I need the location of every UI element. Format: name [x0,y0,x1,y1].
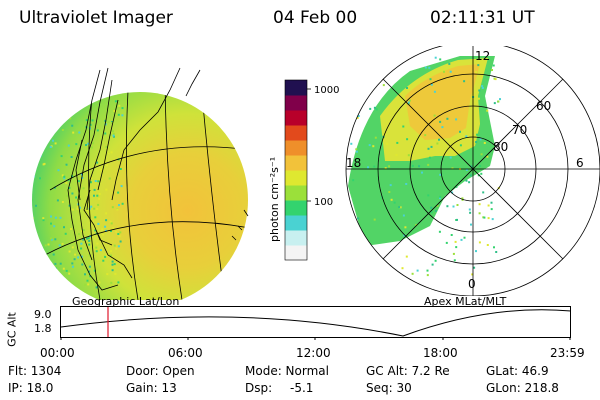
mlat-label-80: 80 [493,140,508,154]
colorbar-tick-label-100: 100 [314,197,333,208]
colorbar-tick-label-1000: 1000 [314,85,339,96]
colorbar-band [285,95,307,111]
mlt-label-12: 12 [475,49,490,63]
status-glat: GLat: 46.9 [486,364,549,378]
app-title: Ultraviolet Imager [19,8,173,28]
time-tick-1800: 18:00 [423,346,458,360]
left-map-caption: Geographic Lat/Lon [72,295,180,308]
colorbar-band [285,215,307,231]
status-seq: Seq: 30 [366,381,412,395]
colorbar-band [285,155,307,171]
time-tick-0000: 00:00 [40,346,75,360]
coast-fragments [231,209,249,241]
mlat-label-60: 60 [536,99,551,113]
status-flt: Flt: 1304 [8,364,62,378]
timeline-frame [60,306,571,338]
altitude-tick-low: 1.8 [34,322,52,335]
status-door: Door: Open [126,364,195,378]
coastlines [67,67,201,291]
time-tick-1200: 12:00 [296,346,331,360]
mlat-label-70: 70 [512,123,527,137]
polar-grid [345,46,600,296]
time-tick-0600: 06:00 [168,346,203,360]
image-time: 02:11:31 UT [430,8,535,28]
status-mode: Mode: Normal [245,364,329,378]
image-date: 04 Feb 00 [273,8,358,28]
altitude-tick-high: 9.0 [34,308,52,321]
status-gc-alt: GC Alt: 7.2 Re [366,364,450,378]
mlt-label-6: 6 [576,156,584,170]
colorbar-band [285,140,307,156]
colorbar-band [285,170,307,186]
colorbar: 1000 100 photon cm⁻²s⁻¹ [268,79,339,261]
polar-auroral-data [348,56,501,277]
colorbar-band [285,200,307,216]
colorbar-band [285,110,307,126]
right-map-caption: Apex MLat/MLT [424,295,507,308]
colorbar-band [285,80,307,96]
altitude-curve [60,309,572,337]
mlat-mlt-polar-plot: 12 18 6 0 60 70 80 [345,46,600,296]
colorbar-band [285,185,307,201]
altitude-axis-label: GC Alt [5,312,19,347]
status-ip: IP: 18.0 [8,381,54,395]
altitude-timeline [60,306,572,340]
time-tick-2359: 23:59 [550,346,585,360]
colorbar-band [285,245,307,261]
colorbar-band [285,230,307,246]
status-glon: GLon: 218.8 [486,381,559,395]
geographic-map [32,67,249,300]
mlt-label-0: 0 [468,277,476,291]
colorbar-band [285,125,307,141]
colorbar-unit-label: photon cm⁻²s⁻¹ [268,157,281,242]
status-gain: Gain: 13 [126,381,177,395]
status-dsp-label: Dsp: [245,381,273,395]
status-dsp-value: -5.1 [290,381,314,395]
mlt-label-18: 18 [346,156,361,170]
